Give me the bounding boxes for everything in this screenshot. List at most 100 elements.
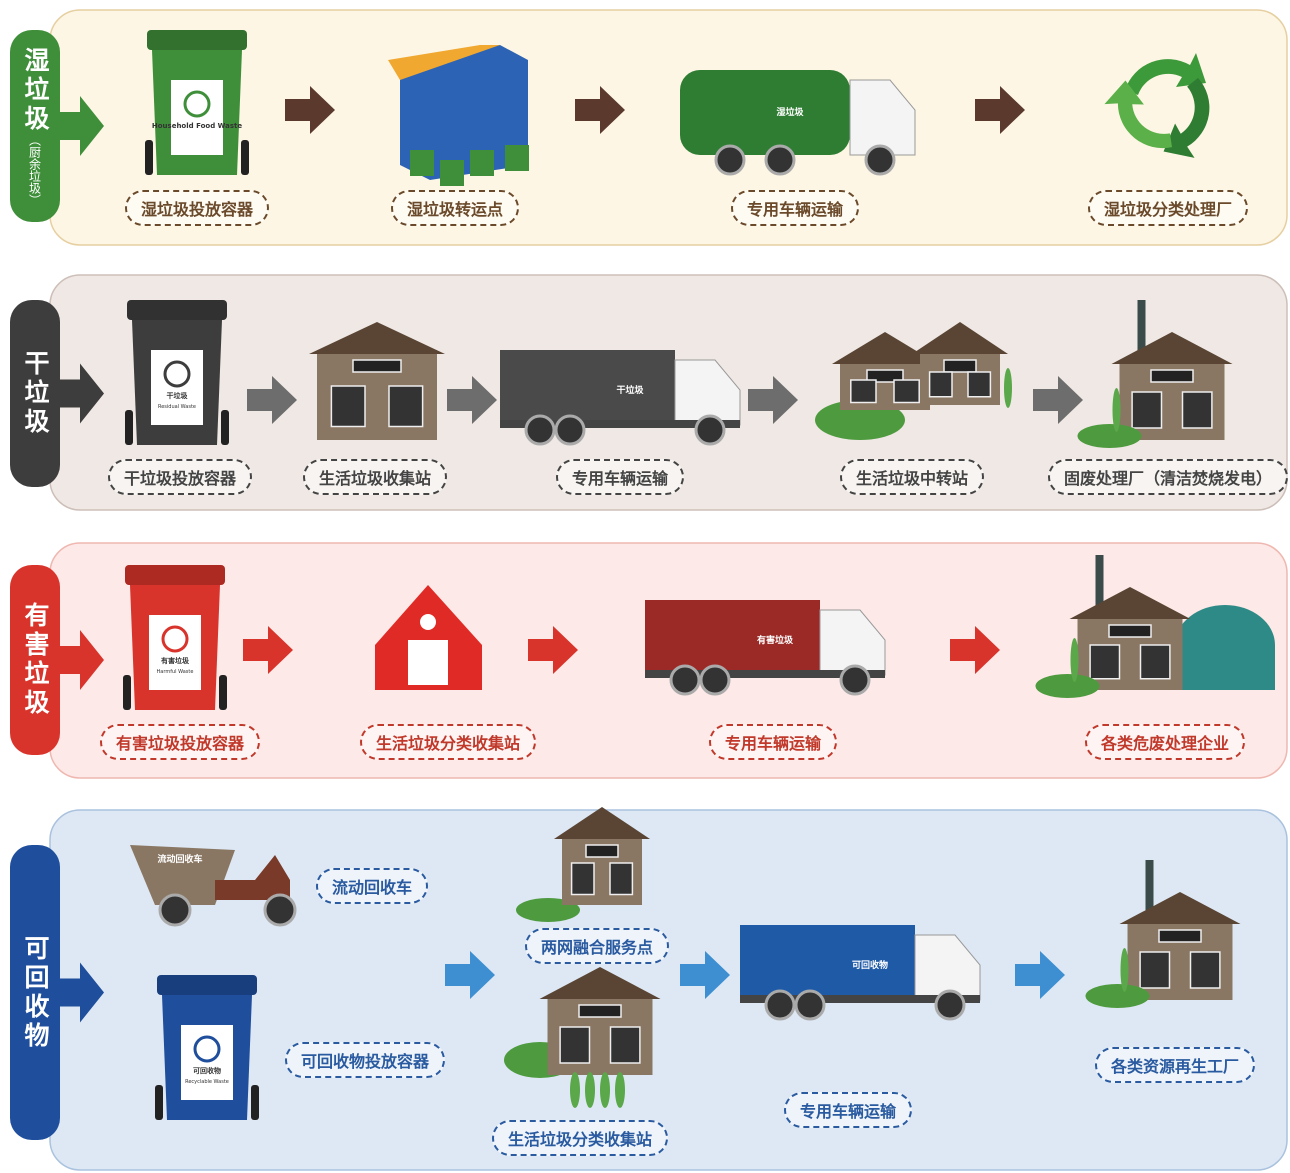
truck-wheel [554,414,586,446]
tree [615,1072,625,1108]
house-door [1181,391,1213,429]
house-door [609,862,634,896]
category-label: 可回收物 [10,845,60,1140]
tricycle-label: 流动回收车 [157,853,202,865]
step-label: 生活垃圾分类收集站 [491,1120,669,1156]
house-door [1139,644,1171,680]
truck-wheel [864,144,896,176]
flow-arrow [680,951,730,999]
truck-label: 可回收物 [852,959,888,971]
truck-wheel [794,989,826,1021]
small-bin [410,150,434,176]
bin-label: 干垃圾 [167,391,189,400]
category-label: 有害垃圾 [10,565,60,755]
bin-wheel [155,1085,163,1120]
truck-cargo [500,350,675,420]
bin-wheel [123,675,131,710]
house-door [609,1026,641,1064]
house-door [330,385,366,428]
truck-chassis [740,995,980,1003]
house-door [850,379,877,404]
bin-wheel [221,410,229,445]
bin-label-en: Harmful Waste [157,669,194,675]
tree [585,1072,595,1108]
truck-cargo [740,925,915,995]
tab-arrow [58,630,104,690]
barn-door [408,640,448,685]
truck-cab [674,359,741,426]
flow-arrow [1015,951,1065,999]
category-note: （厨余垃圾） [27,133,42,206]
recycle-segment [1163,77,1210,158]
truck-wheel [764,989,796,1021]
house-door [1089,644,1121,680]
truck-wheel [669,664,701,696]
truck-wheel [699,664,731,696]
truck-wheel [694,414,726,446]
flow-arrow [950,626,1000,674]
house-door [928,371,953,398]
step-label: 生活垃圾收集站 [302,459,448,495]
step-label: 各类资源再生工厂 [1094,1047,1256,1083]
house-roof [832,332,938,364]
tricycle-wheel [158,893,192,927]
step-label: 有害垃圾投放容器 [99,724,261,760]
category-name: 有害垃圾 [21,602,50,718]
bin-symbol [161,625,189,653]
truck-wheel [839,664,871,696]
house-door [1189,951,1221,989]
truck-chassis [645,670,885,678]
house-roof [1069,587,1191,619]
truck-cab [819,609,886,676]
small-bin [505,145,529,171]
truck-cab [849,79,916,156]
tricycle-frame [215,855,290,900]
step-label: 流动回收车 [315,868,429,904]
bin-wheel [125,410,133,445]
bush [1035,674,1100,698]
category-tab [10,565,60,755]
step-label: 干垃圾投放容器 [107,459,253,495]
flow-arrow [1033,376,1083,424]
truck-tank [680,70,850,155]
bin-lid [157,975,257,995]
bin-lid [125,565,225,585]
bin-symbol [193,1035,221,1063]
house-roof [309,322,445,354]
tricycle-wheel [263,893,297,927]
category-name: 湿垃圾 [21,46,50,134]
tree [1112,388,1121,432]
recycle-segment [1104,80,1173,149]
house-door [570,862,595,896]
truck-cab [914,934,981,1001]
category-tab [10,300,60,487]
house-window [585,844,619,858]
flow-arrow [247,376,297,424]
house-roof [539,967,661,999]
step-label: 专用车辆运输 [730,190,860,226]
step-label: 湿垃圾投放容器 [124,190,270,226]
tree [1070,638,1079,682]
barn-window [420,614,436,630]
small-bin [470,150,494,176]
flow-arrow [575,86,625,134]
bin-symbol [183,90,211,118]
truck-label: 湿垃圾 [776,106,804,118]
flow-arrow [243,626,293,674]
house-window [1150,369,1194,383]
house-door [388,385,424,428]
step-label: 专用车辆运输 [783,1092,913,1128]
house-roof [554,807,650,839]
tab-arrow [58,96,104,156]
step-label: 专用车辆运输 [708,724,838,760]
house-door [1131,391,1163,429]
recycle-arrow [1163,77,1210,158]
category-tab [10,30,60,222]
step-label: 可回收物投放容器 [284,1042,446,1078]
tree [1120,948,1129,992]
truck-wheel [524,414,556,446]
flow-arrow [447,376,497,424]
step-label: 生活垃圾中转站 [839,459,985,495]
step-label: 各类危废处理企业 [1084,724,1246,760]
